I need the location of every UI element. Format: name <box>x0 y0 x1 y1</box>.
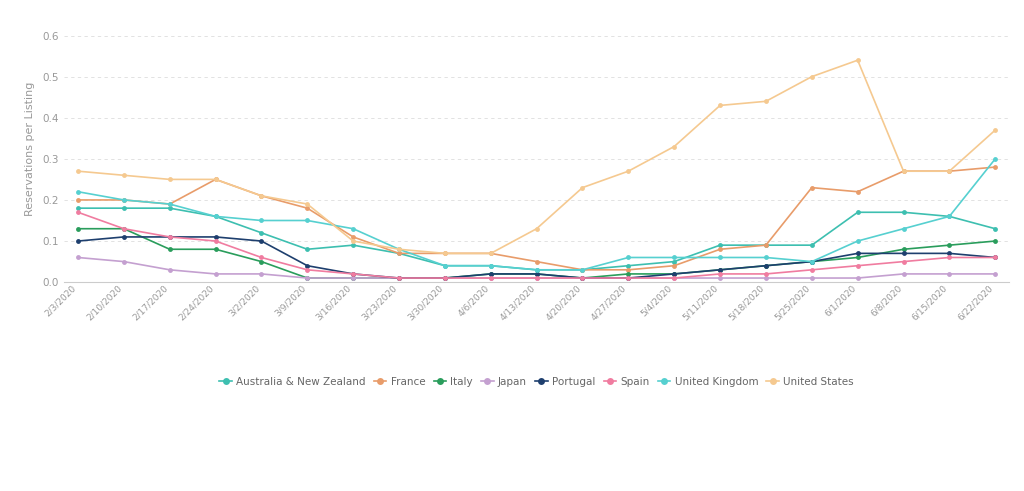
Y-axis label: Reservations per Listing: Reservations per Listing <box>26 82 35 216</box>
Legend: Australia & New Zealand, France, Italy, Japan, Portugal, Spain, United Kingdom, : Australia & New Zealand, France, Italy, … <box>215 373 858 391</box>
